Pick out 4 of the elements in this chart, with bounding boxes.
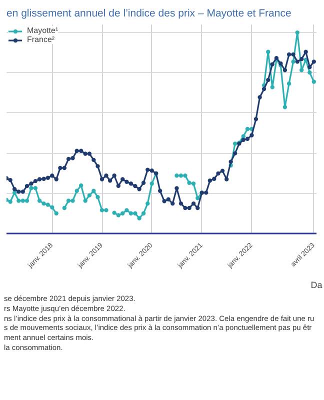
x-axis-title: Da xyxy=(310,280,322,290)
chart-title: en glissement annuel de l’indice des prix – Mayotte et France xyxy=(6,8,292,20)
legend-label: Mayotte¹ xyxy=(27,26,58,35)
legend-label: France² xyxy=(27,35,55,44)
